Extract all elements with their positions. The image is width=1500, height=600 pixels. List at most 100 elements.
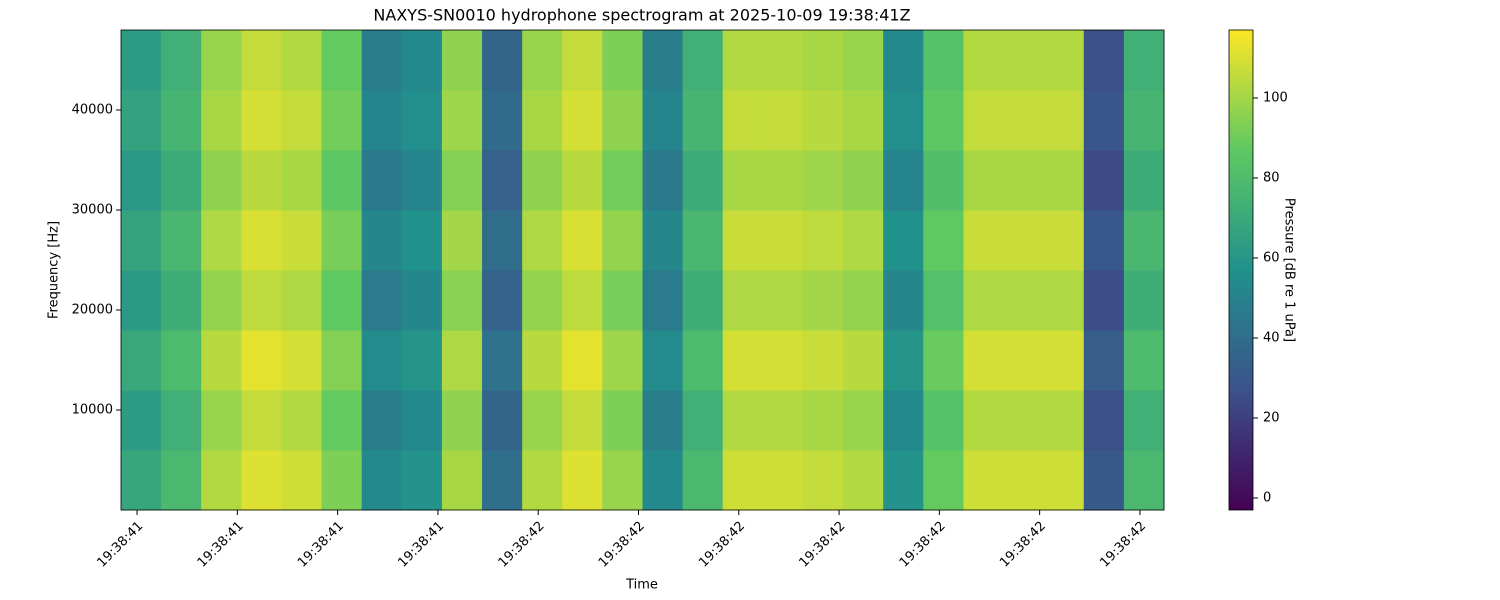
heatmap-cell <box>441 270 483 331</box>
heatmap-cell <box>321 270 363 331</box>
heatmap-cell <box>843 90 884 151</box>
heatmap-cell <box>682 390 724 451</box>
heatmap-cell <box>361 150 403 211</box>
heatmap-cell <box>682 450 724 511</box>
y-tick-label: 20000 <box>72 303 113 318</box>
heatmap-cell <box>562 450 603 511</box>
heatmap-cell <box>522 330 563 391</box>
heatmap-cell <box>562 150 603 211</box>
heatmap-cell <box>401 330 443 391</box>
heatmap-cell <box>321 210 363 271</box>
heatmap-cell <box>482 210 523 271</box>
chart-title: NAXYS-SN0010 hydrophone spectrogram at 2… <box>373 6 910 25</box>
heatmap-cell <box>1123 390 1165 451</box>
y-tick-label: 10000 <box>72 403 113 418</box>
heatmap-cell <box>802 450 844 511</box>
heatmap-cell <box>1123 270 1165 331</box>
colorbar <box>1228 29 1254 511</box>
heatmap-cell <box>843 390 884 451</box>
heatmap-cell <box>161 390 202 451</box>
heatmap-cell <box>281 390 323 451</box>
heatmap-cell <box>281 450 323 511</box>
heatmap-cell <box>482 390 523 451</box>
heatmap-cell <box>682 210 724 271</box>
x-tick-label: 19:38:41 <box>295 519 347 571</box>
heatmap-cell <box>281 150 323 211</box>
heatmap-cell <box>1003 330 1045 391</box>
heatmap-cell <box>682 330 724 391</box>
heatmap-cell <box>802 390 844 451</box>
heatmap-cell <box>201 150 242 211</box>
heatmap-cell <box>241 30 282 91</box>
heatmap-cell <box>963 90 1005 151</box>
heatmap-cell <box>642 450 684 511</box>
heatmap-cell <box>602 450 643 511</box>
x-tick-label: 19:38:41 <box>195 519 247 571</box>
heatmap-cell <box>883 210 924 271</box>
heatmap-cell <box>1043 90 1085 151</box>
heatmap-cell <box>522 450 563 511</box>
heatmap-cell <box>1123 210 1165 271</box>
heatmap-cell <box>562 270 603 331</box>
heatmap-cell <box>201 30 242 91</box>
heatmap-cell <box>722 90 764 151</box>
heatmap-cell <box>441 450 483 511</box>
heatmap-cell <box>121 30 162 91</box>
heatmap-cell <box>441 390 483 451</box>
heatmap-cell <box>642 90 684 151</box>
heatmap-cell <box>121 450 162 511</box>
heatmap-cell <box>923 390 964 451</box>
heatmap-cell <box>441 150 483 211</box>
heatmap-cell <box>602 150 643 211</box>
heatmap-cell <box>361 210 403 271</box>
heatmap-cell <box>1083 90 1125 151</box>
heatmap-cell <box>522 30 563 91</box>
heatmap-cell <box>562 210 603 271</box>
heatmap-cell <box>963 210 1005 271</box>
heatmap-cell <box>602 90 643 151</box>
heatmap-cell <box>121 150 162 211</box>
heatmap-cell <box>762 330 804 391</box>
heatmap-cell <box>201 450 242 511</box>
heatmap-cell <box>843 30 884 91</box>
heatmap-cell <box>843 450 884 511</box>
heatmap-cell <box>241 450 282 511</box>
heatmap-cell <box>361 330 403 391</box>
heatmap-cell <box>321 150 363 211</box>
heatmap-cell <box>923 330 964 391</box>
heatmap-cell <box>161 150 202 211</box>
heatmap-cell <box>963 390 1005 451</box>
heatmap-cell <box>441 210 483 271</box>
colorbar-tick-label: 80 <box>1263 171 1280 186</box>
heatmap-cell <box>883 450 924 511</box>
heatmap-cell <box>762 270 804 331</box>
heatmap-cell <box>642 30 684 91</box>
heatmap-cell <box>401 90 443 151</box>
heatmap-cell <box>241 330 282 391</box>
heatmap-cell <box>963 270 1005 331</box>
colorbar-tick-label: 60 <box>1263 251 1280 266</box>
heatmap-cell <box>1083 150 1125 211</box>
heatmap-cell <box>361 90 403 151</box>
heatmap-cell <box>121 390 162 451</box>
heatmap-cell <box>802 210 844 271</box>
heatmap-cell <box>401 30 443 91</box>
heatmap-cell <box>1123 150 1165 211</box>
heatmap-cell <box>281 210 323 271</box>
heatmap-cell <box>722 390 764 451</box>
heatmap-cell <box>1083 30 1125 91</box>
heatmap-cell <box>1083 270 1125 331</box>
x-tick-label: 19:38:42 <box>696 519 748 571</box>
y-axis-label: Frequency [Hz] <box>47 221 62 319</box>
heatmap-cell <box>281 30 323 91</box>
heatmap-cell <box>201 210 242 271</box>
heatmap-cell <box>121 210 162 271</box>
heatmap-cell <box>682 90 724 151</box>
heatmap-cell <box>602 270 643 331</box>
heatmap-cell <box>843 150 884 211</box>
heatmap-cell <box>441 90 483 151</box>
heatmap-cell <box>562 390 603 451</box>
heatmap-cell <box>642 330 684 391</box>
heatmap-cell <box>161 330 202 391</box>
